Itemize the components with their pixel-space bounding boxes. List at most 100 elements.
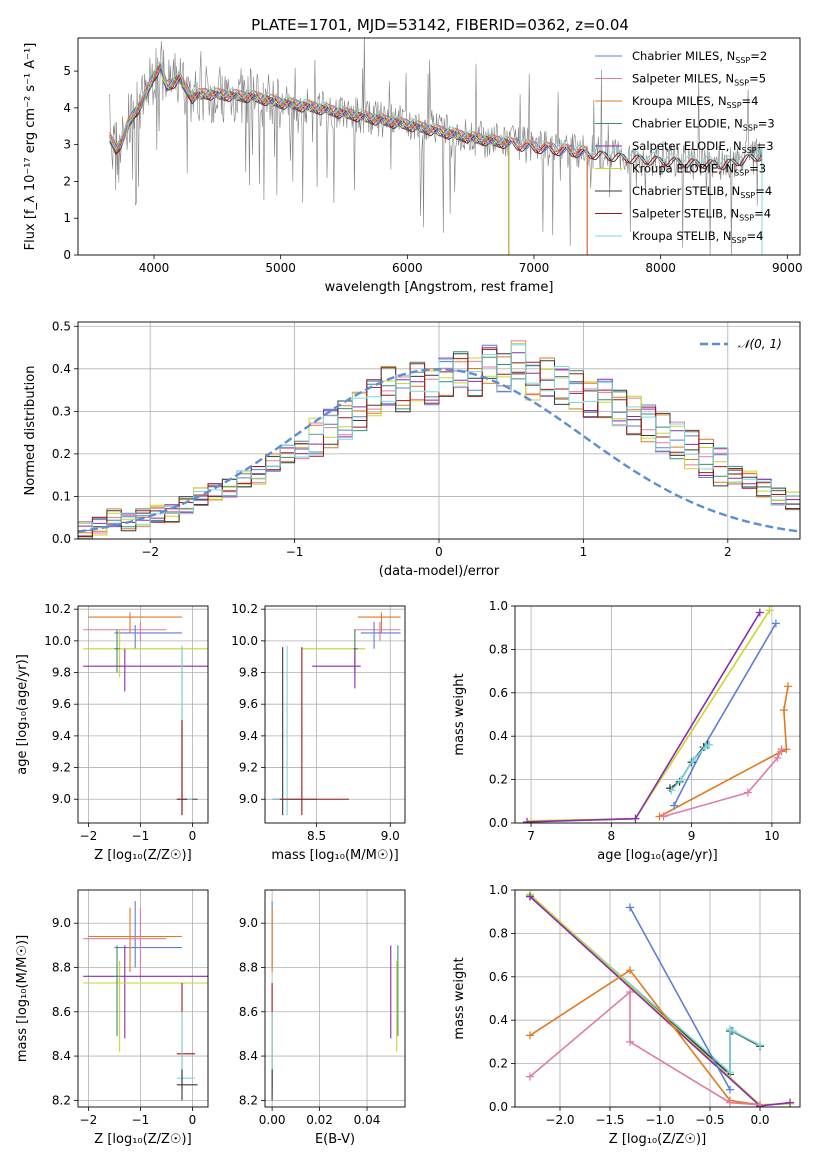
x-tick-label: −1.5	[595, 1113, 624, 1127]
x-tick-label: 0	[189, 829, 197, 843]
x-axis-label: Z [log₁₀(Z/Z☉)]	[94, 848, 191, 863]
panel-mass_vs_ebv: 0.00 0.02 0.04 8.2 8.4 8.6 8.8 9.0 E(B-V)	[239, 889, 406, 1147]
y-tick-label: 9.2	[239, 761, 258, 775]
histogram-chabrier_elodie	[78, 351, 800, 539]
legend-text: Chabrier STELIB, N	[632, 184, 740, 198]
y-tick-label: 9.4	[52, 729, 71, 743]
histogram-salpeter_elodie	[78, 347, 800, 527]
y-tick-label: 0.8	[489, 926, 508, 940]
plot-area	[272, 612, 401, 816]
weight-marker-salpeter_elodie	[755, 608, 764, 617]
y-axis-label: Normed distribution	[23, 366, 38, 496]
weight-marker-salpeter_miles	[743, 788, 752, 797]
axes-frame	[264, 889, 406, 1108]
model-spectrum-salpeter_elodie	[109, 67, 510, 255]
y-tick-label: 1	[63, 211, 71, 225]
y-tick-label: 0.2	[52, 447, 71, 461]
weight-marker-kroupa_miles	[779, 706, 788, 715]
plot-area	[526, 890, 794, 1107]
legend-label-chabrier_stelib: Chabrier STELIB, NSSP=4	[632, 184, 772, 200]
legend-label-salpeter_elodie: Salpeter ELODIE, NSSP=3	[632, 139, 774, 155]
y-tick-label: 0	[63, 248, 71, 262]
x-tick-label: −2	[141, 545, 159, 559]
weight-marker-kroupa_stelib	[729, 1027, 737, 1036]
y-tick-label: 10.2	[231, 602, 258, 616]
legend-text: Salpeter ELODIE, N	[632, 139, 742, 153]
x-tick-label: 6000	[392, 261, 423, 275]
weight-marker-salpeter_elodie	[631, 814, 640, 823]
weight-marker-salpeter_miles	[626, 1037, 634, 1046]
y-tick-label: 0.2	[489, 1057, 508, 1071]
observed-spectrum	[109, 38, 762, 255]
x-tick-label: 5000	[265, 261, 296, 275]
y-tick-label: 5	[63, 64, 71, 78]
legend-label-salpeter_miles: Salpeter MILES, NSSP=5	[632, 72, 766, 88]
x-tick-label: −1	[286, 545, 304, 559]
legend-subscript: SSP	[743, 124, 758, 133]
x-tick-label: 9.0	[381, 829, 400, 843]
y-tick-label: 9.0	[239, 792, 258, 806]
y-tick-label: 9.0	[52, 916, 71, 930]
legend-suffix: =5	[749, 72, 766, 86]
x-tick-label: 8.5	[307, 829, 326, 843]
y-tick-label: 8.8	[52, 961, 71, 975]
weight-marker-salpeter_miles	[526, 1072, 534, 1081]
x-tick-label: 0.02	[306, 1113, 333, 1127]
legend-label-kroupa_stelib: Kroupa STELIB, NSSP=4	[632, 229, 763, 245]
x-tick-label: 2	[724, 545, 732, 559]
y-tick-label: 8.6	[52, 1005, 71, 1019]
weight-line-salpeter_miles	[663, 748, 783, 818]
y-tick-label: 3	[63, 138, 71, 152]
legend-subscript: SSP	[735, 56, 750, 65]
legend-subscript: SSP	[734, 169, 749, 178]
weight-line-chabrier_miles	[629, 907, 731, 1090]
weight-line-salpeter_miles	[529, 990, 761, 1106]
panel-spectrum: 4000 5000 6000 7000 8000 9000 0 1 2 3 4 5 wavelength…	[23, 37, 803, 295]
weight-line-salpeter_elodie	[526, 612, 761, 823]
y-axis-label: mass weight	[452, 673, 467, 755]
weight-marker-salpeter_elodie	[526, 892, 534, 901]
x-axis-label: mass [log₁₀(M/M☉)]	[271, 848, 398, 863]
x-tick-label: 1	[580, 545, 588, 559]
legend-label-normal: 𝒩(0, 1)	[738, 337, 782, 351]
legend-text: Chabrier ELODIE, N	[632, 117, 743, 131]
x-tick-label: −1	[132, 829, 150, 843]
y-tick-label: 9.0	[239, 916, 258, 930]
x-tick-label: 9	[688, 829, 696, 843]
y-tick-label: 9.0	[52, 792, 71, 806]
legend-subscript: SSP	[739, 214, 754, 223]
x-tick-label: 0.00	[259, 1113, 286, 1127]
plot-area	[83, 901, 208, 1101]
y-tick-label: 9.6	[52, 697, 71, 711]
weight-marker-salpeter_elodie	[786, 1098, 794, 1107]
y-axis-label: Flux [f_λ 10⁻¹⁷ erg cm⁻² s⁻¹ A⁻¹]	[23, 43, 38, 251]
weight-marker-kroupa_elodie	[765, 606, 774, 615]
legend-label-chabrier_elodie: Chabrier ELODIE, NSSP=3	[632, 117, 775, 133]
x-axis-label: wavelength [Angstrom, rest frame]	[325, 280, 554, 295]
y-tick-label: 10.2	[44, 602, 71, 616]
legend-suffix: =3	[757, 139, 774, 153]
weight-marker-salpeter_miles	[777, 745, 786, 754]
x-axis-label: Z [log₁₀(Z/Z☉)]	[609, 1132, 706, 1147]
y-tick-label: 9.8	[239, 666, 258, 680]
panel-weight_vs_Z: −2.0 −1.5 −1.0 −0.5 0.0 0.0 0.2 0.4 0.6 0.8 1.0 Z […	[452, 883, 801, 1147]
x-axis-label: Z [log₁₀(Z/Z☉)]	[94, 1132, 191, 1147]
figure-title: PLATE=1701, MJD=53142, FIBERID=0362, z=0…	[251, 16, 629, 34]
x-tick-label: 0	[189, 1113, 197, 1127]
y-tick-label: 0.8	[489, 642, 508, 656]
y-tick-label: 0.0	[489, 816, 508, 830]
y-tick-label: 0.3	[52, 404, 71, 418]
x-tick-label: −0.5	[695, 1113, 724, 1127]
axes-frame	[514, 889, 801, 1108]
x-tick-label: 7	[527, 829, 535, 843]
plot-area	[523, 606, 792, 823]
legend-suffix: =3	[749, 162, 766, 176]
legend-text: Salpeter MILES, N	[632, 72, 734, 86]
y-tick-label: 8.4	[52, 1049, 71, 1063]
y-tick-label: 0.0	[52, 532, 71, 546]
legend-label-kroupa_elodie: Kroupa ELODIE, NSSP=3	[632, 162, 766, 178]
legend-suffix: =4	[747, 229, 764, 243]
legend-label-salpeter_stelib: Salpeter STELIB, NSSP=4	[632, 207, 771, 223]
y-tick-label: 10.0	[44, 634, 71, 648]
